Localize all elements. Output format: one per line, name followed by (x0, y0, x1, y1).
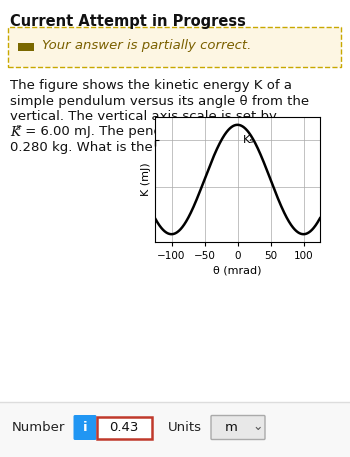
Text: Kₛ: Kₛ (243, 135, 254, 145)
Text: = 6.00 mJ. The pendulum bob has mass: = 6.00 mJ. The pendulum bob has mass (21, 126, 292, 138)
Text: Number: Number (12, 421, 65, 434)
Text: Units: Units (168, 421, 202, 434)
Y-axis label: K (mJ): K (mJ) (141, 163, 151, 197)
Text: i: i (83, 421, 87, 434)
FancyBboxPatch shape (74, 415, 97, 440)
Text: 0.43: 0.43 (109, 421, 139, 434)
Text: Your answer is partially correct.: Your answer is partially correct. (42, 39, 251, 53)
Bar (0, 402, 350, 457)
Text: The figure shows the kinetic energy K of a: The figure shows the kinetic energy K of… (10, 79, 292, 92)
Text: Current Attempt in Progress: Current Attempt in Progress (10, 14, 246, 29)
Text: s: s (16, 123, 21, 133)
FancyBboxPatch shape (211, 415, 265, 440)
Bar (97, 416, 152, 439)
Text: 0.280 kg. What is the length of the pendulum?: 0.280 kg. What is the length of the pend… (10, 141, 322, 154)
Bar (8, 27, 341, 67)
Text: m: m (225, 421, 238, 434)
Bar (18, 43, 34, 51)
Text: K: K (10, 126, 20, 138)
Text: simple pendulum versus its angle θ from the: simple pendulum versus its angle θ from … (10, 95, 309, 107)
X-axis label: θ (mrad): θ (mrad) (213, 265, 262, 275)
Text: vertical. The vertical axis scale is set by: vertical. The vertical axis scale is set… (10, 110, 277, 123)
Text: ⌄: ⌄ (252, 420, 262, 433)
